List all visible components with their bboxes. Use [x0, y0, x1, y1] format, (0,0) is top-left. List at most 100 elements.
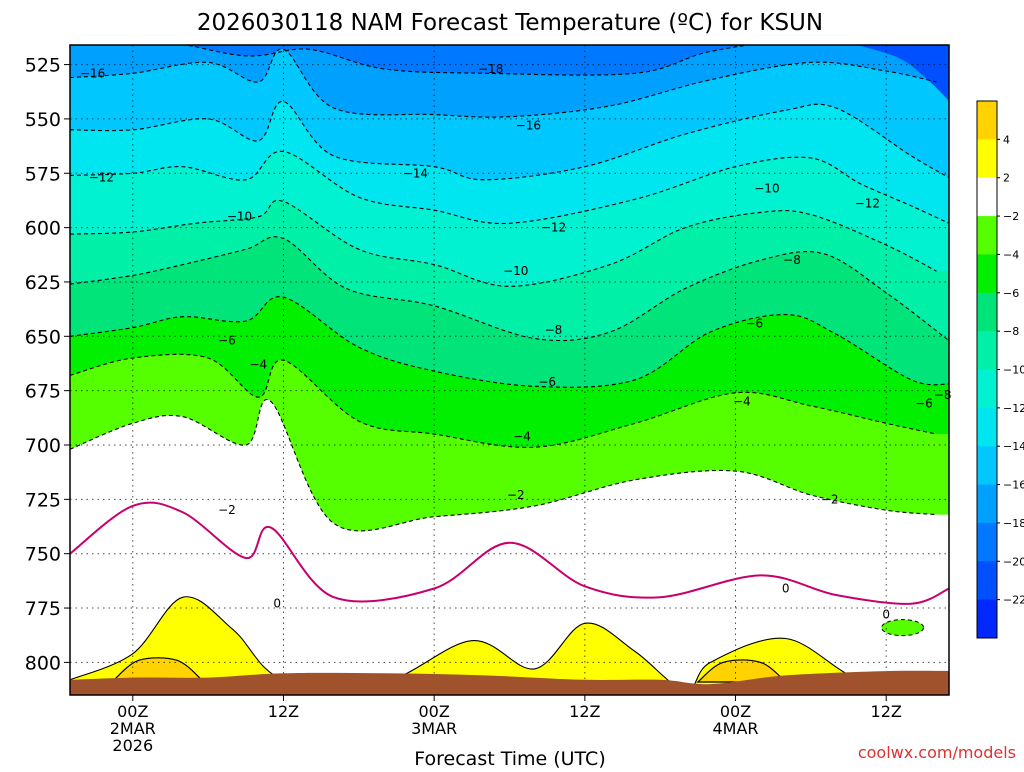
y-tick-label: 800 [25, 652, 61, 674]
credit-text: coolwx.com/models [858, 743, 1016, 762]
y-tick-label: 550 [25, 109, 61, 131]
colorbar-band--12 [977, 369, 997, 409]
contour-label: −12 [855, 197, 880, 211]
contour-label: −8 [545, 323, 563, 337]
colorbar-tick-label: −10 [1003, 364, 1024, 377]
isotherm--10 [70, 199, 937, 287]
contour-label: −6 [746, 316, 764, 330]
colorbar: 4 2 −2 −4 −6 −8 −10 −12 −14 −16 −18 −20 −22 [976, 100, 1024, 639]
chart-title: 2026030118 NAM Forecast Temperature (ºC)… [197, 10, 823, 36]
colorbar-tick-label: 4 [1003, 133, 1010, 146]
isotherm-lines [70, 45, 949, 695]
x-tick-label: 00Z [720, 702, 751, 721]
ground-fill [70, 670, 949, 695]
colorbar-band--22 [977, 561, 997, 601]
colorbar-band--14 [977, 407, 997, 447]
plot-frame [69, 44, 950, 696]
contour-label: −14 [403, 166, 428, 180]
isotherm--4 [70, 353, 937, 448]
contour-label: 0 [882, 608, 890, 622]
colorbar-band--6 [977, 254, 997, 294]
x-tick-label: 2026 [112, 736, 153, 755]
isotherm--18 [184, 45, 752, 76]
y-tick-label: 725 [25, 489, 61, 511]
colorbar-band--24 [977, 599, 997, 639]
isotherm--12 [70, 150, 949, 225]
x-tick-label: 12Z [871, 702, 902, 721]
contour-label: −10 [754, 181, 779, 195]
y-tick-label: 575 [25, 163, 61, 185]
warm-cell-1 [696, 659, 788, 683]
isotherm-labels: −18−16−16−14−12−12−12−10−10−10−8−8−8−6−6… [80, 62, 952, 622]
y-tick-label: 650 [25, 326, 61, 348]
colorbar-tick-label: −2 [1003, 210, 1019, 223]
contour-label: −2 [218, 503, 236, 517]
colorbar-band--10 [977, 331, 997, 370]
isotherm-0 [70, 501, 949, 605]
x-tick-label: 12Z [569, 702, 600, 721]
x-axis-label: Forecast Time (UTC) [414, 748, 605, 768]
colorbar-tick-label: −20 [1003, 555, 1024, 568]
colorbar-band-2 [977, 139, 997, 179]
x-tick-label: 00Z [418, 702, 449, 721]
contour-label: −16 [80, 66, 105, 80]
colorbar-tick-label: −18 [1003, 517, 1024, 530]
colorbar-tick-label: −8 [1003, 325, 1019, 338]
isotherm--6 [70, 296, 949, 388]
isotherm--14 [70, 100, 949, 181]
x-tick-label: 3MAR [411, 719, 457, 738]
colorbar-band--20 [977, 522, 997, 562]
contour-label: −4 [250, 358, 268, 372]
contour-label: −8 [783, 253, 801, 267]
y-axis: 525 550 575 600 625 650 675 700 725 750 775 800 [25, 55, 70, 674]
contour-label: −10 [503, 264, 528, 278]
warm-cell-0 [112, 657, 204, 681]
contour-label: −4 [733, 395, 751, 409]
y-tick-label: 700 [25, 435, 61, 457]
contour-label: 0 [273, 597, 281, 611]
y-tick-label: 600 [25, 218, 61, 240]
colorbar-tick-label: −16 [1003, 479, 1024, 492]
colorbar-tick-label: −22 [1003, 594, 1024, 607]
contour-label: −4 [513, 429, 531, 443]
colorbar-band-4 [977, 101, 997, 140]
colorbar-band--18 [977, 484, 997, 524]
y-tick-label: 775 [25, 598, 61, 620]
y-tick-label: 525 [25, 55, 61, 77]
colorbar-tick-label: 2 [1003, 172, 1010, 185]
colorbar-tick-label: −4 [1003, 248, 1019, 261]
isotherm--2 [70, 398, 937, 532]
contour-label: −18 [478, 62, 503, 76]
isotherm-2 [70, 596, 937, 692]
x-tick-label: 12Z [268, 702, 299, 721]
contour-label: −12 [541, 221, 566, 235]
y-tick-label: 675 [25, 381, 61, 403]
colorbar-tick-label: −14 [1003, 440, 1024, 453]
contour-label: −16 [516, 118, 541, 132]
contour-label: −6 [915, 397, 933, 411]
colorbar-tick-label: −6 [1003, 287, 1019, 300]
colorbar-band--4 [977, 216, 997, 255]
contour-label: −6 [218, 334, 236, 348]
x-tick-label: 2MAR [110, 719, 156, 738]
contour-label: −2 [507, 488, 525, 502]
contour-label: −12 [89, 171, 114, 185]
cold-pocket [881, 619, 925, 637]
plot-area [70, 45, 949, 695]
y-tick-label: 625 [25, 272, 61, 294]
x-tick-label: 00Z [117, 702, 148, 721]
y-tick-label: 750 [25, 544, 61, 566]
contour-label: 0 [782, 581, 790, 595]
contour-label: −6 [538, 375, 556, 389]
contour-label: −10 [227, 210, 252, 224]
colorbar-band--8 [977, 292, 997, 332]
cold-corner-fill [856, 45, 949, 102]
x-tick-label: 4MAR [713, 719, 759, 738]
contour-label: −8 [934, 388, 952, 402]
contour-label: −2 [821, 492, 839, 506]
grid [70, 45, 949, 695]
isotherm--16 [70, 48, 937, 118]
